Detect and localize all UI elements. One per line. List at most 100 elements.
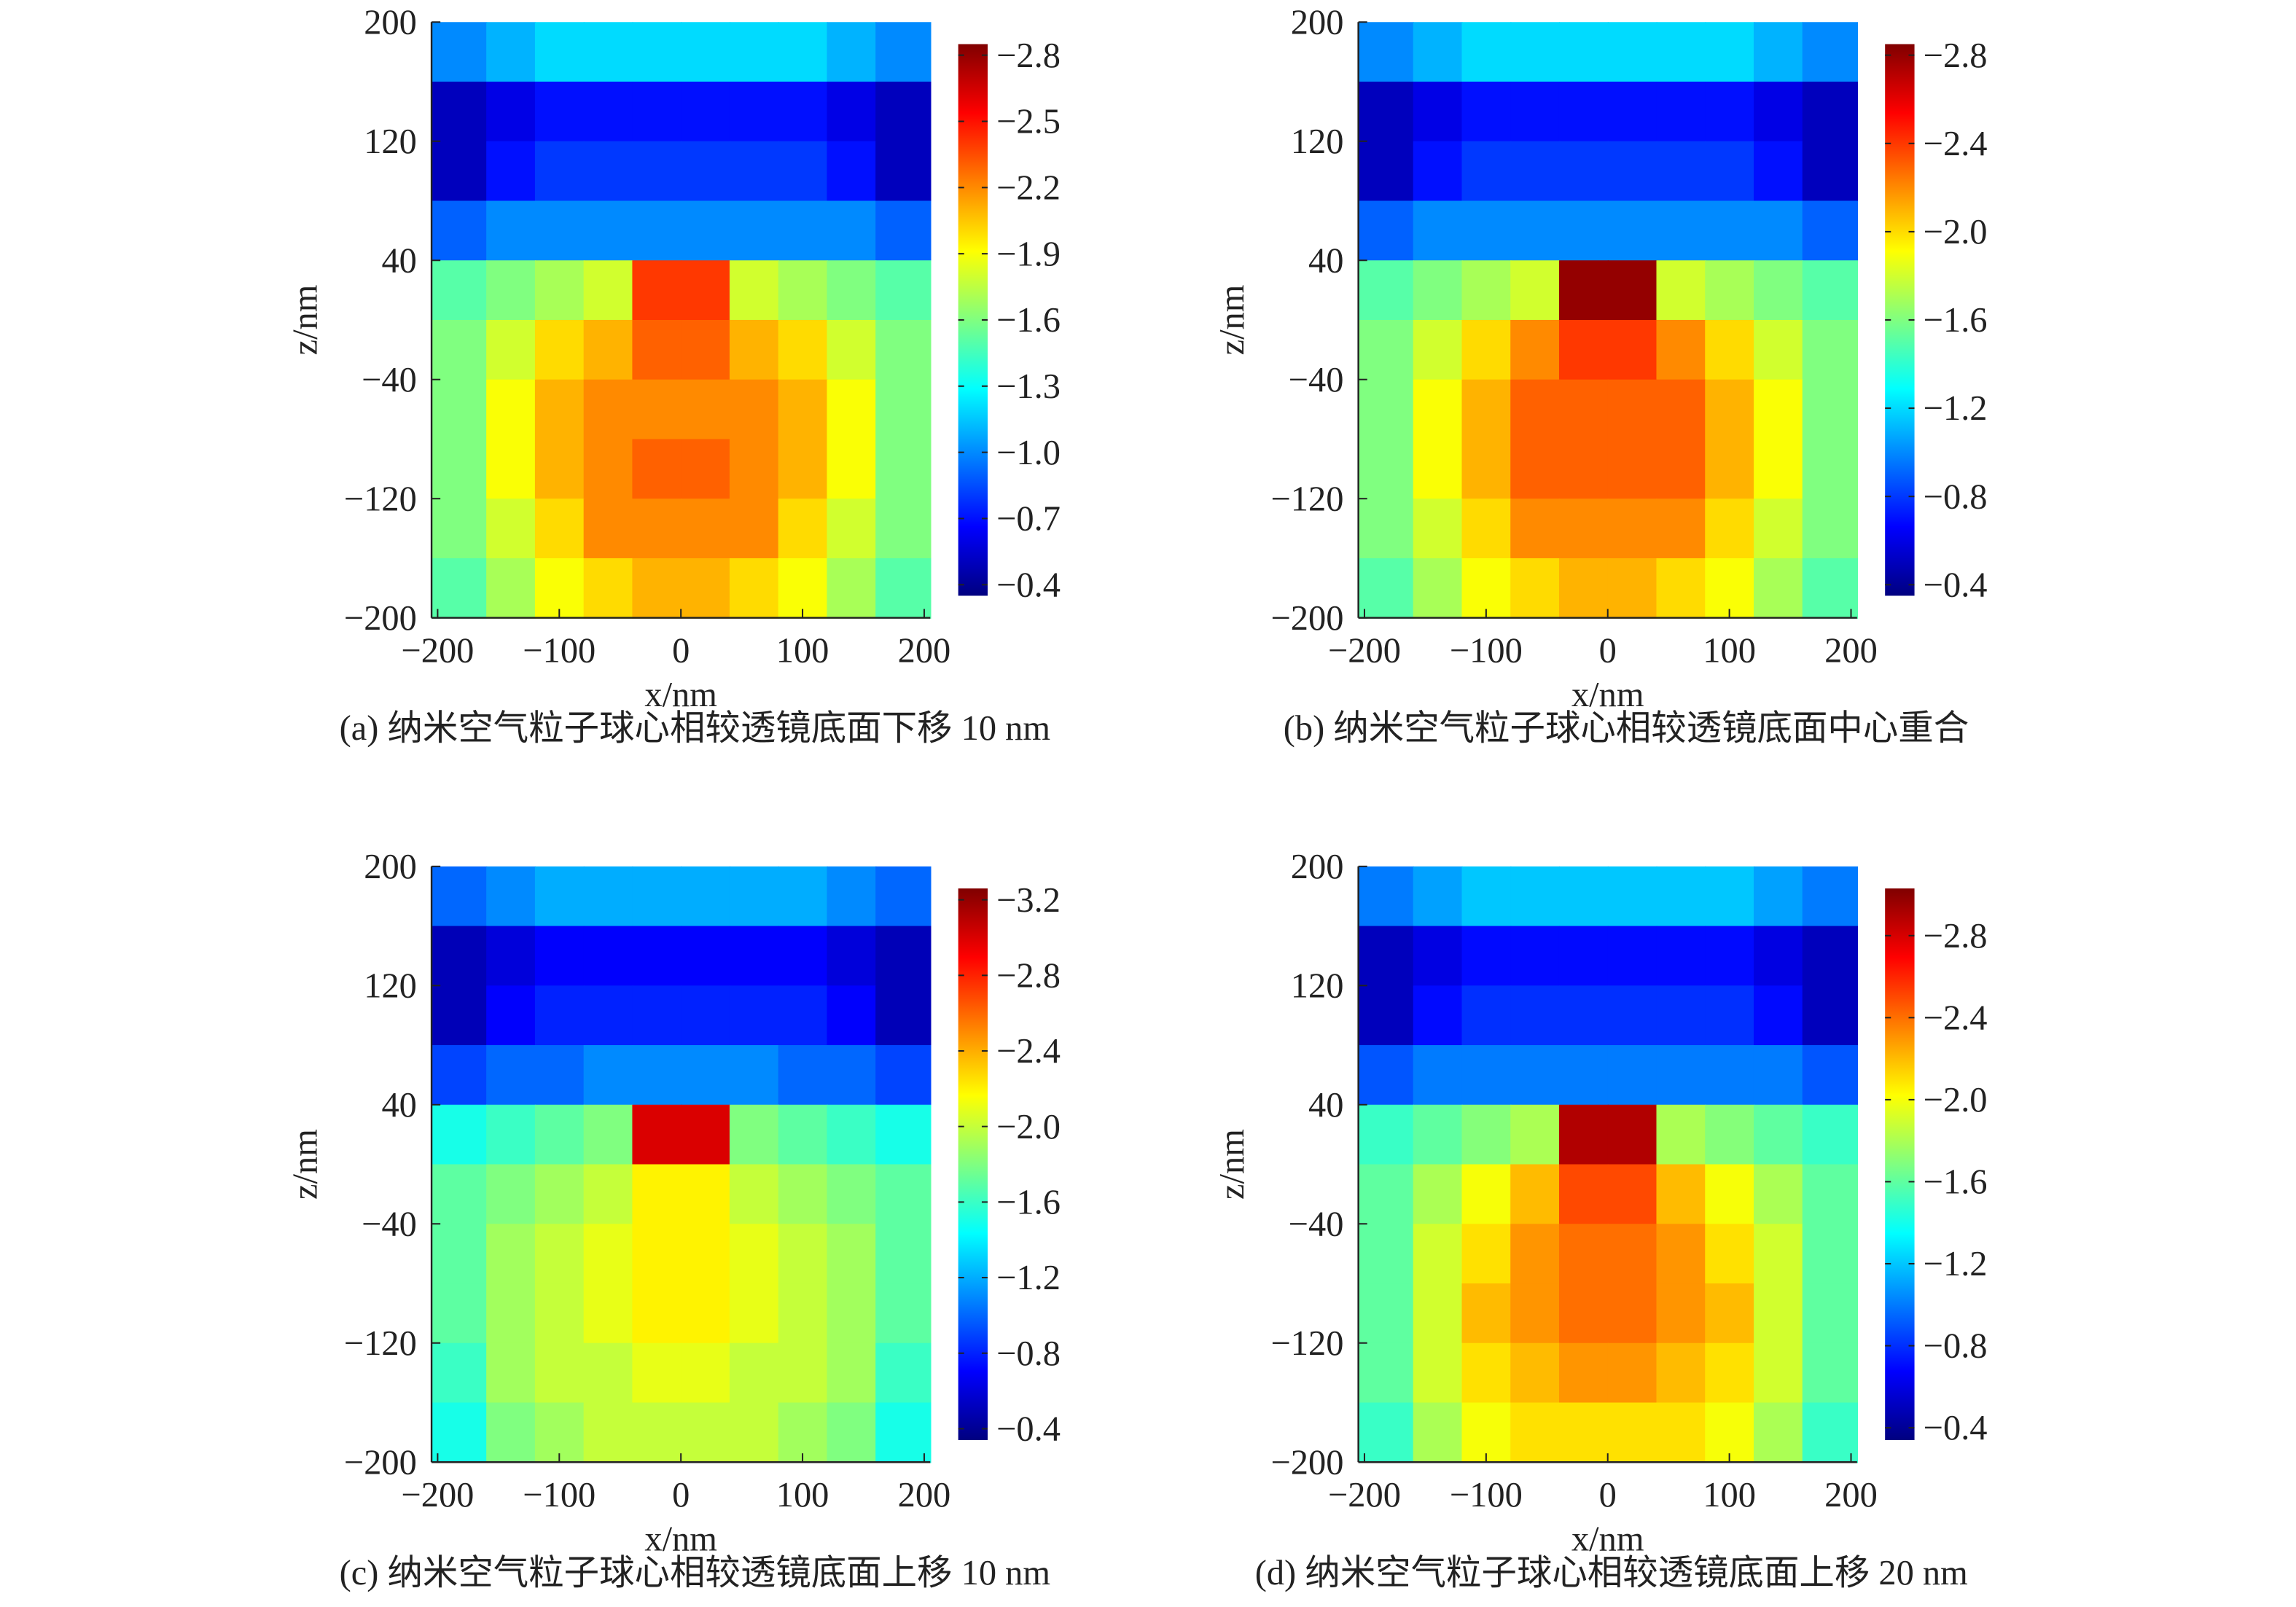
heatmap-cell [1461, 866, 1512, 927]
colorbar-tick-label: −0.4 [996, 566, 1061, 604]
heatmap-cell [1607, 1342, 1657, 1404]
y-tick-label: −40 [362, 1205, 417, 1243]
heatmap-cell [681, 1164, 731, 1225]
colorbar-tick-label: −2.8 [1924, 917, 1988, 955]
heatmap-cell [1413, 439, 1463, 500]
heatmap-cell [486, 926, 536, 987]
heatmap-cell [729, 1283, 779, 1344]
heatmap-cell [1510, 319, 1561, 380]
heatmap-cell [1802, 1045, 1859, 1106]
heatmap-cell [1802, 1342, 1859, 1404]
heatmap-cell [534, 319, 585, 380]
heatmap-cell [681, 379, 731, 440]
heatmap-cell [1510, 1224, 1561, 1285]
heatmap-cell [1510, 558, 1561, 619]
heatmap-cell [1802, 82, 1859, 142]
heatmap-cell [486, 1045, 536, 1106]
heatmap-cell [681, 82, 731, 142]
heatmap-cell [1656, 985, 1706, 1047]
heatmap-cell [1358, 439, 1414, 500]
heatmap-cell [1510, 866, 1561, 927]
heatmap-cell [1510, 1104, 1561, 1165]
heatmap-cell [729, 1342, 779, 1404]
heatmap-cell [432, 1164, 488, 1225]
heatmap-cell [778, 22, 828, 83]
heatmap-cell [875, 926, 932, 987]
heatmap-cell [486, 260, 536, 321]
heatmap-cell [1510, 926, 1561, 987]
heatmap-cell [632, 379, 682, 440]
heatmap-cell [534, 1045, 585, 1106]
heatmap-cell [432, 1104, 488, 1165]
heatmap-cell [827, 866, 877, 927]
heatmap-cell [534, 260, 585, 321]
heatmap-cell [432, 22, 488, 83]
heatmap-cell [729, 1104, 779, 1165]
y-tick-label: 40 [381, 1086, 416, 1125]
heatmap-cell [1753, 1224, 1803, 1285]
heatmap-cell [1753, 558, 1803, 619]
heatmap-cell [1461, 22, 1512, 83]
heatmap-cell [486, 1342, 536, 1404]
heatmap-cell [583, 439, 633, 500]
heatmap-cell [534, 22, 585, 83]
y-tick-label: 200 [364, 3, 417, 42]
heatmap-cell [583, 141, 633, 202]
heatmap-cell [1358, 1402, 1414, 1463]
heatmap-cell [1753, 22, 1803, 83]
x-tick-label: 200 [898, 1476, 951, 1514]
heatmap-cell [729, 82, 779, 142]
heatmap-cell [1607, 1402, 1657, 1463]
heatmap-cell [875, 22, 932, 83]
heatmap-cell [486, 1402, 536, 1463]
heatmap-cell [534, 379, 585, 440]
heatmap-cell [486, 866, 536, 927]
heatmap-cell [1358, 866, 1414, 927]
x-tick-label: −100 [523, 1476, 596, 1514]
heatmap-cell [875, 498, 932, 560]
heatmap-cell [1802, 985, 1859, 1047]
heatmap-cell [432, 379, 488, 440]
heatmap-cell [827, 558, 877, 619]
heatmap-cell [1705, 1402, 1755, 1463]
panel: −200 −100 0 100 200 −200 −120 −40 40 120 200 x/nm z/… [286, 3, 1061, 748]
heatmap-cell [1705, 141, 1755, 202]
colorbar-tick-label: −2.5 [996, 103, 1061, 141]
heatmap-cell [1656, 558, 1706, 619]
heatmap-cell [1753, 866, 1803, 927]
colorbar-tick-label: −1.2 [996, 1259, 1061, 1297]
heatmap-cell [778, 200, 828, 262]
colorbar-tick-label: −1.2 [1924, 1245, 1988, 1283]
colorbar-tick-label: −2.4 [1924, 125, 1988, 163]
heatmap-cell [1656, 319, 1706, 380]
heatmap-cell [729, 1045, 779, 1106]
heatmap-cell [583, 985, 633, 1047]
heatmap-cell [827, 82, 877, 142]
heatmap-cell [681, 1045, 731, 1106]
colorbar-tick-label: −2.2 [996, 168, 1061, 207]
heatmap-cell [875, 1342, 932, 1404]
heatmap-cell [1705, 866, 1755, 927]
heatmap-cell [432, 82, 488, 142]
heatmap-cell [1358, 141, 1414, 202]
heatmap-cell [1510, 1342, 1561, 1404]
heatmap-cell [534, 1283, 585, 1344]
heatmap-cell [1558, 319, 1609, 380]
heatmap-cell [1656, 1104, 1706, 1165]
heatmap-cell [534, 200, 585, 262]
heatmap-cell [1607, 985, 1657, 1047]
heatmap-cell [1461, 926, 1512, 987]
heatmap-cell [1461, 558, 1512, 619]
x-tick-label: −200 [401, 631, 474, 670]
heatmap-cell [681, 866, 731, 927]
heatmap-cell [432, 498, 488, 560]
heatmap-cell [534, 82, 585, 142]
heatmap-cell [1510, 260, 1561, 321]
heatmap-cell [432, 926, 488, 987]
heatmap-cell [729, 985, 779, 1047]
heatmap-cell [632, 1104, 682, 1165]
colorbar [958, 888, 988, 1440]
heatmap-cell [1705, 319, 1755, 380]
heatmap-cell [1705, 200, 1755, 262]
y-tick-label: 40 [1308, 241, 1343, 280]
